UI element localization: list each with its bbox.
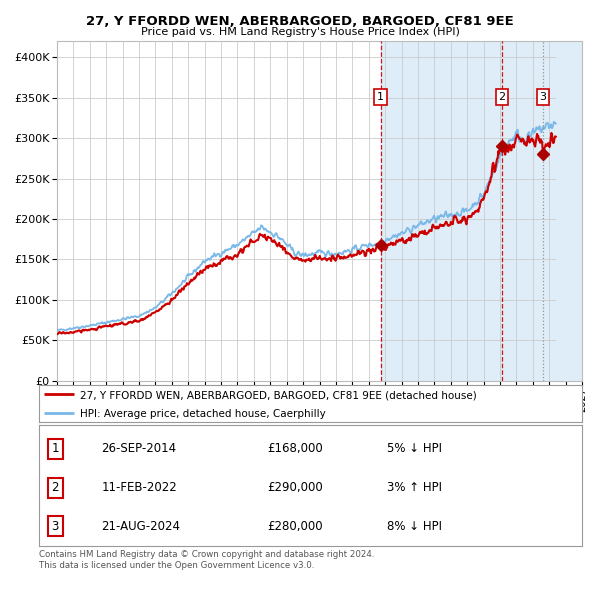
Text: 21-AUG-2024: 21-AUG-2024 (101, 520, 181, 533)
Text: 11-FEB-2022: 11-FEB-2022 (101, 481, 177, 494)
Bar (380, 41, 582, 381)
Text: 3: 3 (52, 520, 59, 533)
Text: Price paid vs. HM Land Registry's House Price Index (HPI): Price paid vs. HM Land Registry's House … (140, 27, 460, 37)
Bar (556, 41, 582, 381)
Text: This data is licensed under the Open Government Licence v3.0.: This data is licensed under the Open Gov… (39, 560, 314, 569)
Text: Contains HM Land Registry data © Crown copyright and database right 2024.: Contains HM Land Registry data © Crown c… (39, 550, 374, 559)
Text: 3% ↑ HPI: 3% ↑ HPI (386, 481, 442, 494)
Text: 8% ↓ HPI: 8% ↓ HPI (386, 520, 442, 533)
Text: 1: 1 (52, 442, 59, 455)
Text: £168,000: £168,000 (267, 442, 323, 455)
Text: HPI: Average price, detached house, Caerphilly: HPI: Average price, detached house, Caer… (80, 409, 325, 419)
Text: 5% ↓ HPI: 5% ↓ HPI (386, 442, 442, 455)
Text: 27, Y FFORDD WEN, ABERBARGOED, BARGOED, CF81 9EE: 27, Y FFORDD WEN, ABERBARGOED, BARGOED, … (86, 15, 514, 28)
Text: £290,000: £290,000 (267, 481, 323, 494)
Text: 27, Y FFORDD WEN, ABERBARGOED, BARGOED, CF81 9EE (detached house): 27, Y FFORDD WEN, ABERBARGOED, BARGOED, … (80, 391, 476, 401)
Text: 2: 2 (52, 481, 59, 494)
Text: 26-SEP-2014: 26-SEP-2014 (101, 442, 176, 455)
Text: 1: 1 (377, 92, 384, 102)
Text: 2: 2 (499, 92, 505, 102)
Text: 3: 3 (539, 92, 547, 102)
Text: £280,000: £280,000 (267, 520, 323, 533)
